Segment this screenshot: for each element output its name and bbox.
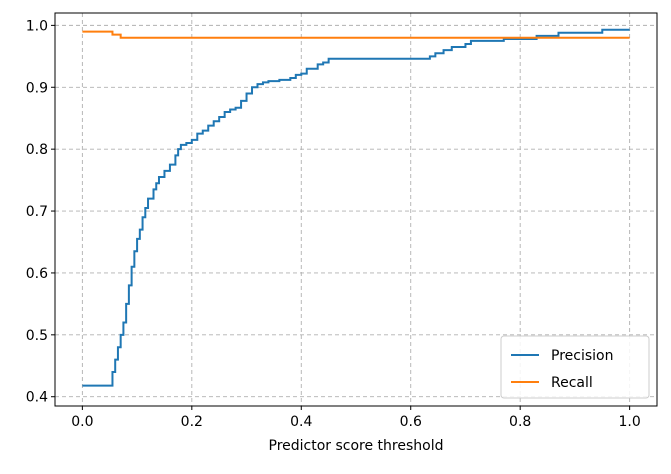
y-tick-label: 0.7 bbox=[26, 204, 48, 220]
y-tick-label: 0.8 bbox=[26, 142, 48, 158]
plot-frame bbox=[54, 12, 658, 407]
x-tick-label: 0.6 bbox=[400, 414, 422, 430]
legend-label-recall: Recall bbox=[551, 375, 593, 391]
x-tick-label: 1.0 bbox=[619, 414, 641, 430]
series-group bbox=[82, 28, 630, 387]
y-tick-label: 0.5 bbox=[26, 328, 48, 344]
legend: Precision Recall bbox=[500, 335, 650, 399]
y-tick-label: 0.9 bbox=[26, 80, 48, 96]
x-tick-label: 0.4 bbox=[290, 414, 312, 430]
x-tick-label: 0.2 bbox=[181, 414, 203, 430]
y-tick-label: 0.4 bbox=[26, 390, 48, 406]
series-line-recall bbox=[82, 30, 630, 39]
x-axis-label: Predictor score threshold bbox=[269, 438, 444, 454]
y-tick-label: 0.6 bbox=[26, 266, 48, 282]
legend-label-precision: Precision bbox=[551, 348, 613, 364]
y-tick-label: 1.0 bbox=[26, 18, 48, 34]
axis-ticks: 0.0 0.2 0.4 0.6 0.8 1.0 0.4 0.5 0.6 0.7 0.8 0.9 1.0 bbox=[26, 18, 641, 430]
x-tick-label: 0.0 bbox=[71, 414, 93, 430]
x-tick-label: 0.8 bbox=[509, 414, 531, 430]
series-line-precision bbox=[82, 28, 630, 387]
grid bbox=[55, 13, 657, 406]
